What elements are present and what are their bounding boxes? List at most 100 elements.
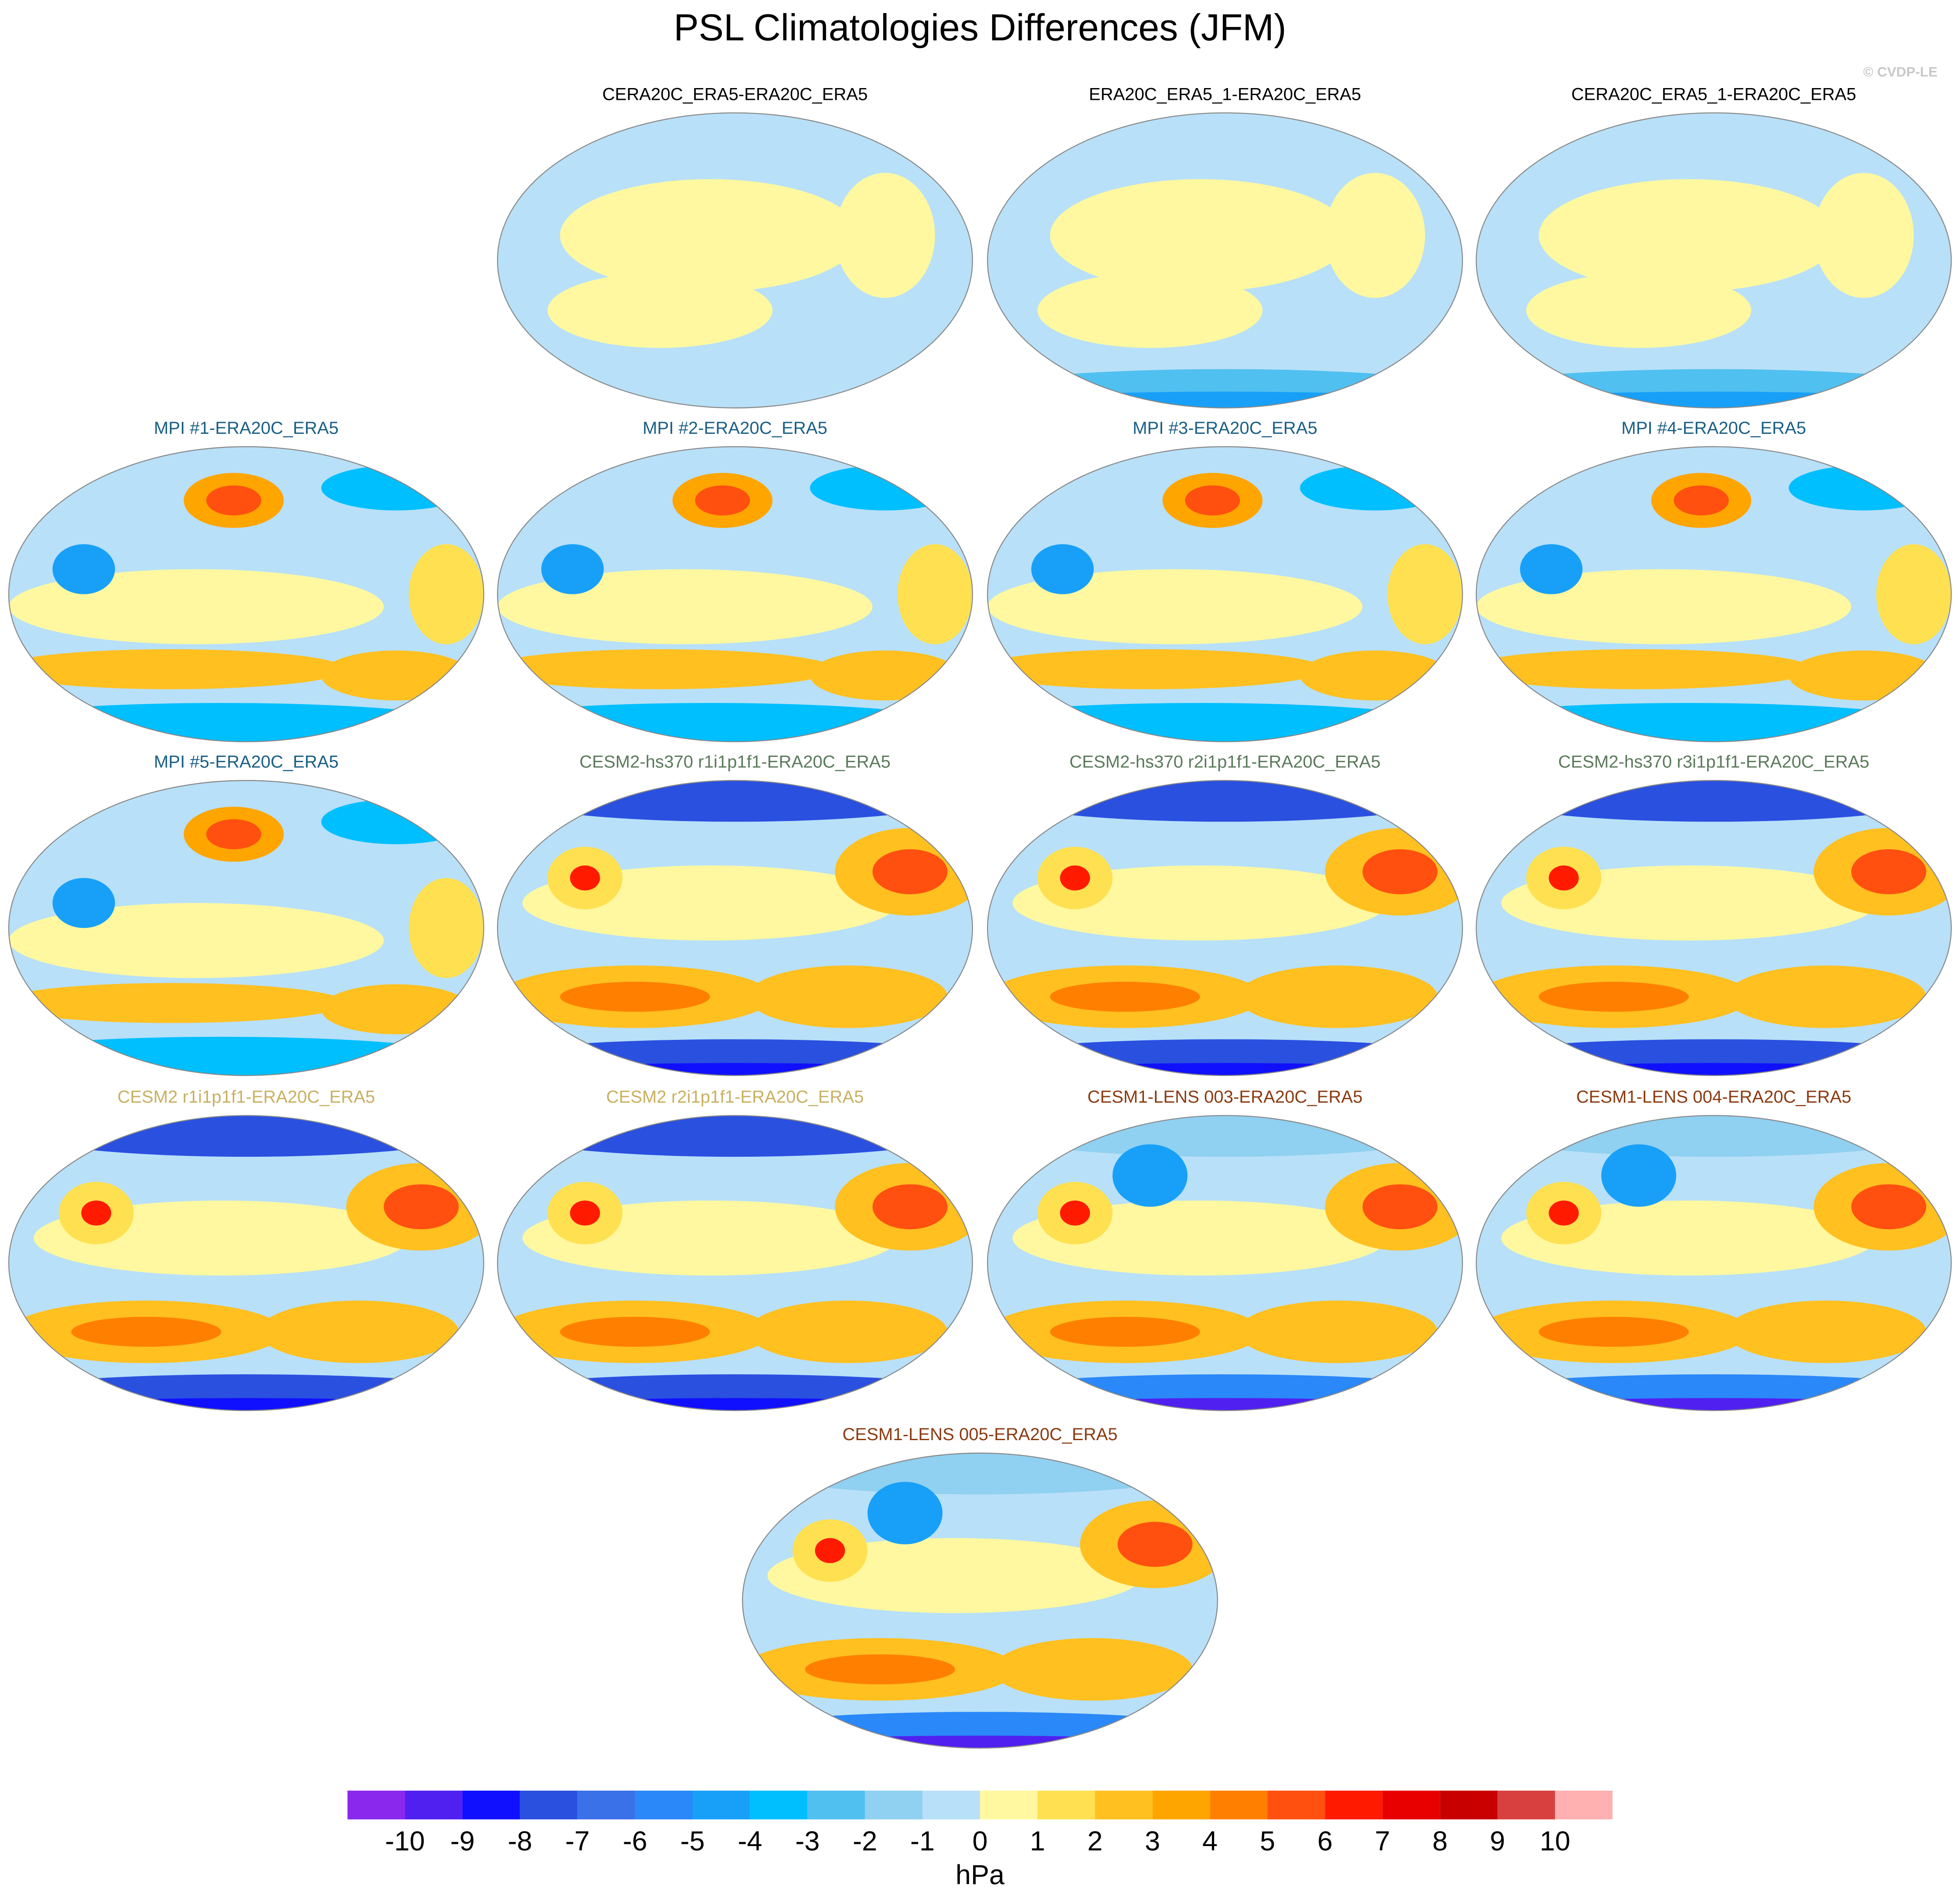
panel-title: CERA20C_ERA5_1-ERA20C_ERA5 [1571, 84, 1856, 104]
colorbar-label: 3 [1145, 1826, 1160, 1857]
map-field [1362, 849, 1438, 894]
map [987, 1115, 1463, 1411]
map-outline [742, 1452, 1218, 1749]
panel-title: MPI #4-ERA20C_ERA5 [1621, 418, 1806, 438]
map-field [1538, 1317, 1689, 1347]
map-field [1185, 485, 1240, 516]
map-field [695, 485, 750, 516]
map-field [987, 1115, 1463, 1157]
colorbar-label: -10 [385, 1826, 425, 1857]
colorbar-label: 4 [1202, 1826, 1218, 1857]
map-field [1674, 485, 1729, 516]
map-field [259, 1300, 459, 1363]
colorbar-label: -7 [565, 1826, 590, 1857]
map-outline [1476, 1115, 1952, 1411]
map-field [987, 780, 1463, 822]
map-field [1031, 544, 1094, 594]
map-field [497, 780, 973, 822]
map-field [321, 465, 471, 511]
map [497, 112, 973, 408]
panel-title: CESM2 r1i1p1f1-ERA20C_ERA5 [117, 1087, 375, 1107]
colorbar-label: -1 [910, 1826, 935, 1857]
panel-title: MPI #1-ERA20C_ERA5 [154, 418, 339, 438]
map-field [1050, 1317, 1200, 1347]
panel-title: CESM2-hs370 r1i1p1f1-ERA20C_ERA5 [579, 752, 891, 772]
colorbar-label: 8 [1433, 1826, 1448, 1857]
map-outline [987, 1115, 1463, 1411]
map-field [408, 878, 484, 978]
colorbar-box [865, 1790, 923, 1819]
colorbar-label: -5 [680, 1826, 704, 1857]
map-field [1325, 173, 1425, 298]
panel-title: MPI #5-ERA20C_ERA5 [154, 752, 339, 772]
map [9, 1115, 484, 1411]
map-field [1851, 1184, 1926, 1230]
map-field [867, 1482, 943, 1544]
colorbar-box [520, 1790, 578, 1819]
map-field [560, 1317, 710, 1347]
panel-title: CERA20C_ERA5-ERA20C_ERA5 [602, 84, 868, 104]
panel-title: CESM2-hs370 r3i1p1f1-ERA20C_ERA5 [1558, 752, 1869, 772]
colorbar-box [1497, 1790, 1555, 1819]
map-field [570, 865, 600, 891]
map-field [9, 983, 347, 1023]
map-field [52, 878, 115, 928]
map-outline [8, 1115, 484, 1411]
map-field [1476, 392, 1951, 408]
map-field [747, 1300, 948, 1363]
credit: © CVDP-LE [1863, 64, 1937, 79]
colorbar-label: 7 [1375, 1826, 1390, 1857]
map-field [52, 544, 115, 594]
map-field [1538, 981, 1689, 1012]
map-field [1387, 544, 1463, 644]
map-field [1050, 981, 1200, 1012]
colorbar-box [980, 1790, 1038, 1819]
colorbar-box [635, 1790, 693, 1819]
map-field [541, 544, 604, 594]
map [987, 780, 1463, 1076]
map-field [1538, 179, 1839, 292]
map-field [810, 465, 960, 511]
map-outline [987, 112, 1463, 409]
panel-title: CESM1-LENS 003-ERA20C_ERA5 [1087, 1087, 1362, 1107]
map-field [872, 849, 948, 894]
map-field [497, 1115, 973, 1157]
colorbar-label: 1 [1030, 1826, 1045, 1857]
colorbar-units: hPa [956, 1860, 1005, 1890]
map-field [872, 1184, 948, 1230]
map-field [1601, 1144, 1677, 1207]
map-field [1362, 1184, 1438, 1230]
map-field [1814, 173, 1914, 298]
map-field [384, 1184, 459, 1230]
map-field [742, 1453, 1218, 1495]
map-outline [497, 1115, 973, 1411]
map-outline [1476, 446, 1952, 743]
colorbar-box [1382, 1790, 1440, 1819]
colorbar-label: 5 [1260, 1826, 1275, 1857]
map-field [1237, 965, 1438, 1028]
map-field [1851, 849, 1926, 894]
panel-title: CESM2-hs370 r2i1p1f1-ERA20C_ERA5 [1069, 752, 1381, 772]
colorbar-label: 9 [1490, 1826, 1505, 1857]
map-outline [987, 446, 1463, 743]
map-field [1476, 780, 1951, 822]
map-field [987, 649, 1325, 689]
map-field [81, 1200, 112, 1226]
map-field [321, 984, 471, 1035]
map-field [1726, 965, 1926, 1028]
map-field [1726, 1300, 1926, 1363]
map-field [810, 650, 960, 701]
map-field [321, 650, 471, 701]
map-field [1876, 544, 1951, 644]
map-field [570, 1200, 600, 1226]
colorbar-box [347, 1790, 405, 1819]
map-field [1789, 465, 1939, 511]
colorbar-box [1210, 1790, 1268, 1819]
map-field [547, 273, 773, 348]
map-field [1548, 865, 1579, 891]
map-field [321, 799, 471, 845]
map-field [1112, 1144, 1188, 1207]
map-field [206, 485, 262, 516]
map-field [9, 1115, 484, 1157]
